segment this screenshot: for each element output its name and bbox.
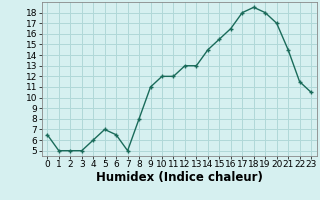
- X-axis label: Humidex (Indice chaleur): Humidex (Indice chaleur): [96, 171, 263, 184]
